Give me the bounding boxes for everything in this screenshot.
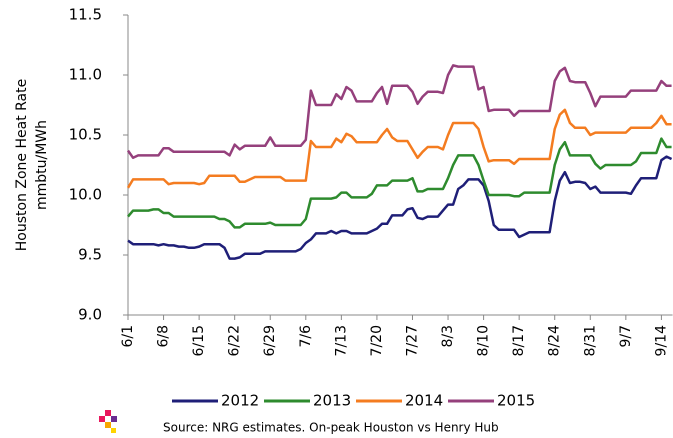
source-note: Source: NRG estimates. On-peak Houston v…: [163, 421, 499, 435]
x-tick-label: 6/29: [262, 325, 278, 356]
x-tick-label: 7/20: [369, 325, 385, 356]
x-tick-label: 6/1: [120, 325, 136, 348]
series-line: [127, 155, 673, 260]
x-tick-label: 7/27: [404, 325, 420, 356]
series-line: [126, 108, 672, 189]
logo-square: [105, 410, 111, 416]
legend-label: 2012: [221, 392, 259, 410]
legend-label: 2014: [405, 392, 443, 410]
x-tick-label: 8/17: [511, 325, 527, 356]
y-tick-label: 10.0: [69, 186, 102, 204]
logo-square: [105, 422, 111, 428]
x-tick-label: 6/22: [227, 325, 243, 356]
y-tick-label: 9.5: [78, 246, 102, 264]
series-line: [126, 64, 672, 160]
logo-square: [99, 416, 105, 422]
y-tick-label: 11.5: [69, 6, 102, 24]
legend-label: 2015: [497, 392, 535, 410]
x-tick-label: 8/24: [547, 325, 563, 357]
x-tick-label: 8/10: [476, 325, 492, 356]
y-tick-label: 10.5: [69, 126, 102, 144]
x-tick-label: 6/15: [191, 325, 207, 356]
y-axis-title-line: Houston Zone Heat Rate: [14, 79, 30, 252]
logo-square: [111, 428, 116, 433]
y-tick-label: 11.0: [69, 66, 102, 84]
x-tick-label: 8/31: [582, 325, 598, 356]
x-tick-label: 7/13: [333, 325, 349, 356]
y-tick-label: 9.0: [78, 306, 102, 324]
x-tick-label: 7/6: [298, 325, 314, 348]
x-tick-label: 8/3: [440, 325, 456, 348]
x-tick-label: 6/8: [156, 325, 172, 348]
y-axis-title: Houston Zone Heat Rate mmbtu/MWh: [14, 79, 50, 252]
logo: [99, 410, 117, 433]
x-tick-label: 9/14: [653, 325, 669, 357]
logo-square: [111, 416, 117, 422]
x-tick-label: 9/7: [618, 325, 634, 348]
legend-label: 2013: [313, 392, 351, 410]
y-axis-title-line: mmbtu/MWh: [34, 120, 50, 210]
series-line: [127, 137, 672, 229]
